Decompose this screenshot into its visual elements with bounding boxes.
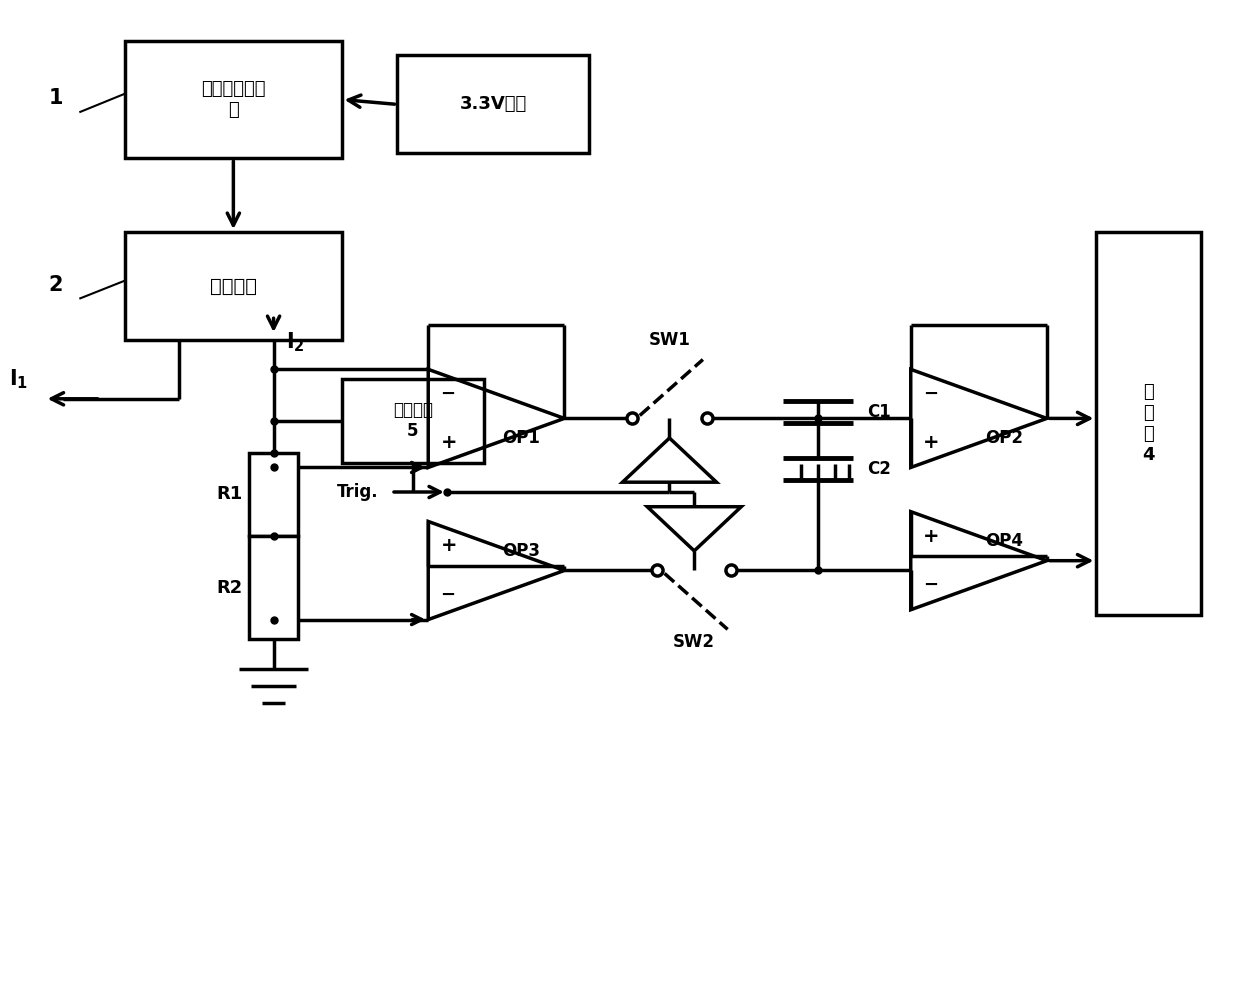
Bar — [125, 232, 342, 339]
Text: +: + — [923, 433, 940, 453]
Text: 单
片
机
4: 单 片 机 4 — [1143, 383, 1156, 463]
Bar — [125, 40, 342, 158]
Text: +: + — [923, 526, 940, 546]
Text: SW2: SW2 — [673, 633, 715, 651]
Text: 3.3V电源: 3.3V电源 — [460, 95, 527, 113]
Text: R1: R1 — [217, 485, 243, 504]
Text: 1: 1 — [48, 89, 63, 108]
Bar — [397, 55, 589, 154]
Text: OP1: OP1 — [502, 429, 541, 447]
Text: −: − — [923, 577, 939, 594]
Bar — [249, 536, 299, 640]
Text: $\mathbf{I_1}$: $\mathbf{I_1}$ — [10, 367, 29, 391]
Text: 可调高压发生
器: 可调高压发生 器 — [201, 80, 265, 119]
Text: $\mathbf{I_2}$: $\mathbf{I_2}$ — [286, 330, 305, 353]
Text: SW1: SW1 — [649, 331, 691, 348]
Bar — [342, 379, 484, 462]
Text: OP2: OP2 — [985, 429, 1023, 447]
Text: −: − — [440, 586, 456, 604]
Bar — [1096, 232, 1202, 615]
Bar — [249, 453, 299, 536]
Text: +: + — [440, 536, 458, 555]
Text: +: + — [440, 433, 458, 453]
Text: C1: C1 — [868, 403, 892, 421]
Text: 2: 2 — [48, 275, 63, 295]
Text: 镜像电路: 镜像电路 — [210, 277, 257, 295]
Text: −: − — [440, 385, 456, 402]
Text: −: − — [923, 385, 939, 402]
Text: OP3: OP3 — [502, 542, 541, 560]
Text: OP4: OP4 — [985, 532, 1023, 550]
Text: C2: C2 — [868, 460, 892, 478]
Text: R2: R2 — [217, 579, 243, 596]
Text: 保护电路
5: 保护电路 5 — [393, 401, 433, 440]
Text: Trig.: Trig. — [337, 483, 378, 501]
